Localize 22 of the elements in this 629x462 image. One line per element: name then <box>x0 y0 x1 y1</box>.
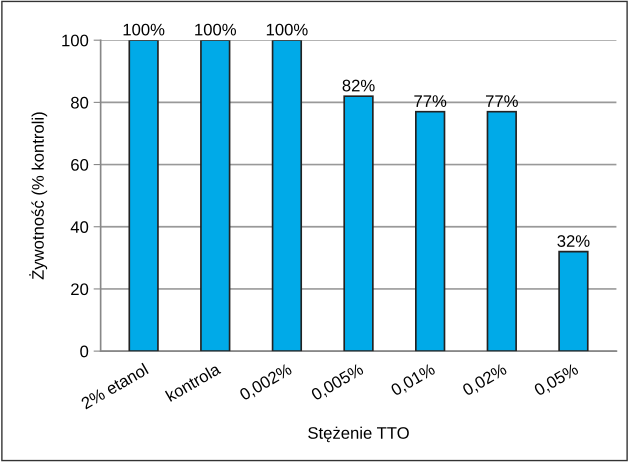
y-tick-label: 80 <box>71 96 88 109</box>
bar <box>200 40 230 352</box>
bar <box>343 95 374 352</box>
data-label: 77% <box>414 95 446 107</box>
data-label: 100% <box>124 24 164 36</box>
bar <box>128 40 159 352</box>
y-tick-label: 60 <box>71 158 88 171</box>
bar <box>272 40 302 352</box>
data-label: 82% <box>342 80 375 92</box>
data-label: 100% <box>266 24 308 36</box>
bar <box>486 110 517 352</box>
bar <box>558 250 589 352</box>
data-label: 77% <box>486 95 518 107</box>
bar <box>415 110 446 352</box>
data-label: 32% <box>557 235 590 247</box>
y-tick-label: 100 <box>62 34 88 46</box>
y-tick-label: 0 <box>80 346 88 358</box>
x-axis-title: Stężenie TTO <box>308 426 409 442</box>
y-axis-title: Żywotność (% kontroli) <box>29 112 48 280</box>
data-label: 100% <box>195 24 236 36</box>
y-tick-label: 40 <box>70 221 88 233</box>
y-tick-label: 20 <box>71 283 88 296</box>
